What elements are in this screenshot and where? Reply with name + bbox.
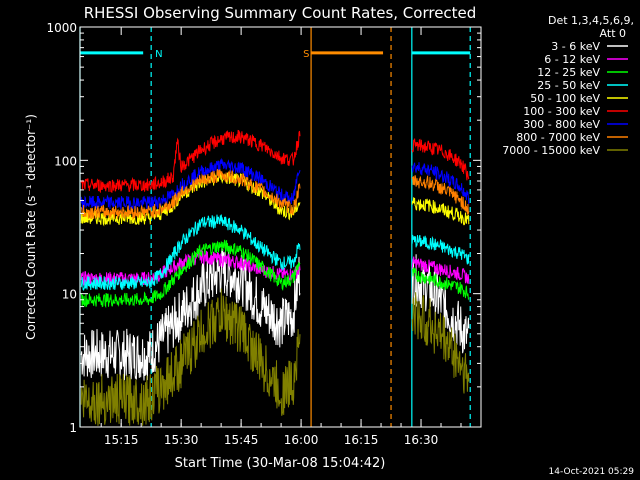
flag-label-0: N [155, 49, 162, 60]
legend-header-detectors: Det 1,3,4,5,6,9, [548, 14, 634, 27]
x-tick-label-3: 16:00 [284, 433, 319, 447]
chart-title: RHESSI Observing Summary Count Rates, Co… [84, 4, 477, 22]
footer-timestamp: 14-Oct-2021 05:29 [549, 467, 635, 477]
legend-label-7: 800 - 7000 keV [516, 131, 600, 144]
series-line-0 [80, 248, 470, 381]
y-tick-label-1: 10 [62, 288, 77, 302]
legend-header-attenuator: Att 0 [600, 27, 626, 40]
series-line-3 [80, 214, 470, 292]
series-line-8 [80, 288, 470, 426]
legend-label-0: 3 - 6 keV [551, 40, 600, 53]
x-tick-label-4: 16:15 [344, 433, 379, 447]
series-layer [80, 129, 470, 426]
y-tick-label-0: 1 [69, 421, 77, 435]
series-line-5 [80, 129, 470, 194]
legend-label-1: 6 - 12 keV [544, 53, 600, 66]
flag-label-1: S [303, 49, 309, 60]
y-axis: 1 10 100 1000 [46, 21, 481, 435]
series-line-7 [80, 169, 470, 221]
x-axis-label: Start Time (30-Mar-08 15:04:42) [175, 456, 386, 471]
x-tick-label-1: 15:30 [164, 433, 199, 447]
x-tick-label-5: 16:30 [404, 433, 439, 447]
legend-label-2: 12 - 25 keV [537, 66, 600, 79]
y-tick-label-2: 100 [54, 154, 77, 168]
series-line-6 [80, 157, 470, 212]
legend-label-4: 50 - 100 keV [530, 92, 600, 105]
x-axis: 15:15 15:30 15:45 16:00 16:15 16:30 [100, 27, 462, 447]
y-tick-label-3: 1000 [46, 21, 77, 35]
legend-label-3: 25 - 50 keV [537, 79, 600, 92]
y-axis-label: Corrected Count Rate (s⁻¹ detector⁻¹) [24, 114, 38, 340]
series-line-2 [80, 239, 470, 309]
legend-label-8: 7000 - 15000 keV [502, 144, 600, 157]
plot-frame [79, 26, 482, 428]
legend-label-5: 100 - 300 keV [523, 105, 600, 118]
legend-label-6: 300 - 800 keV [523, 118, 600, 131]
x-tick-label-0: 15:15 [104, 433, 139, 447]
x-tick-label-2: 15:45 [224, 433, 259, 447]
